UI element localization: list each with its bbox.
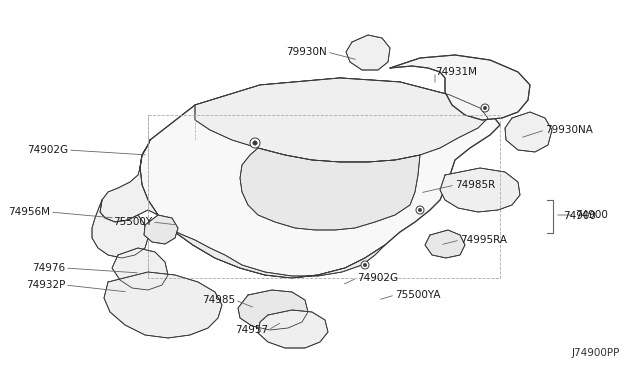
Text: J74900PP: J74900PP (572, 348, 620, 358)
Text: 74932P: 74932P (26, 280, 65, 290)
Polygon shape (361, 261, 369, 269)
Polygon shape (144, 215, 178, 244)
Text: 74956M: 74956M (8, 207, 50, 217)
Polygon shape (390, 55, 530, 120)
Text: 75500YA: 75500YA (395, 290, 440, 300)
Text: 79930N: 79930N (286, 47, 327, 57)
Text: 74900: 74900 (575, 210, 608, 220)
Text: 79930NA: 79930NA (545, 125, 593, 135)
Text: 74902G: 74902G (357, 273, 398, 283)
Text: 74931M: 74931M (435, 67, 477, 77)
Polygon shape (250, 138, 260, 148)
Polygon shape (253, 141, 257, 145)
Text: 74900: 74900 (563, 211, 596, 221)
Text: 74985: 74985 (202, 295, 235, 305)
Text: 74985R: 74985R (455, 180, 495, 190)
Text: 74902G: 74902G (27, 145, 68, 155)
Polygon shape (140, 78, 500, 278)
Polygon shape (238, 290, 308, 330)
Polygon shape (483, 106, 487, 110)
Polygon shape (416, 206, 424, 214)
Polygon shape (481, 104, 489, 112)
Polygon shape (112, 248, 168, 290)
Polygon shape (195, 78, 488, 162)
Text: 74957: 74957 (235, 325, 268, 335)
Polygon shape (346, 35, 390, 70)
Polygon shape (92, 200, 148, 258)
Polygon shape (258, 310, 328, 348)
Text: 74995RA: 74995RA (460, 235, 507, 245)
Polygon shape (104, 272, 222, 338)
Polygon shape (505, 112, 552, 152)
Polygon shape (240, 148, 420, 230)
Polygon shape (100, 140, 158, 222)
Polygon shape (364, 263, 367, 267)
Polygon shape (425, 230, 465, 258)
Text: 74976: 74976 (32, 263, 65, 273)
Polygon shape (418, 208, 422, 212)
Polygon shape (440, 168, 520, 212)
Text: 75500Y: 75500Y (113, 217, 152, 227)
Polygon shape (172, 230, 385, 278)
